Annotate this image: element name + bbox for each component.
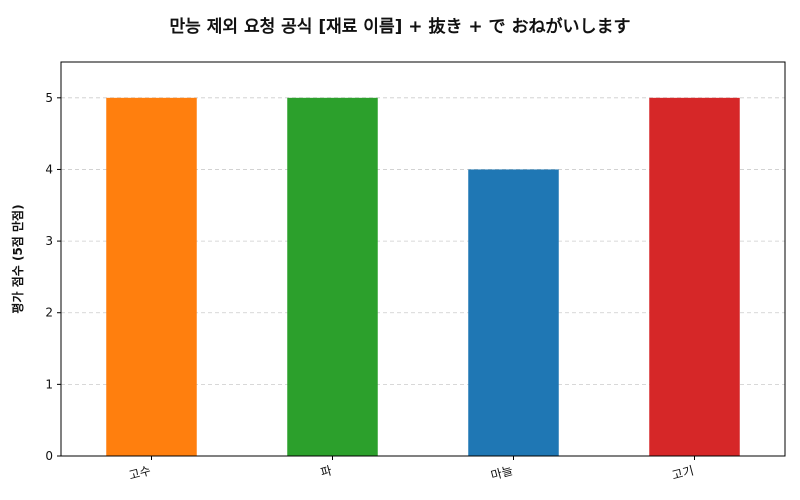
chart-title: 만능 제외 요청 공식 [재료 이름] + 抜き + で おねがいします [169,17,631,37]
x-axis-ticks: 고수 파 마늘 고기 [127,456,695,483]
y-tick-label: 1 [45,377,53,391]
y-axis-label: 평가 점수 (5점 만점) [10,204,25,313]
x-tick-label: 마늘 [489,463,514,482]
plot-frame [60,61,786,457]
y-tick-label: 4 [45,162,53,176]
y-tick-label: 3 [45,234,53,248]
x-tick-label: 고기 [670,463,695,482]
bar-2 [287,97,378,457]
x-tick-label: 파 [319,463,333,479]
bar-4 [649,97,740,457]
y-tick-label: 2 [45,306,53,320]
x-tick-label: 고수 [127,463,152,482]
y-tick-label: 5 [45,91,53,105]
y-axis-ticks: 0 1 2 3 4 5 [45,91,61,463]
y-tick-label: 0 [45,449,53,463]
bar-1 [106,97,197,457]
bar-3 [468,169,559,457]
bars [106,97,740,457]
